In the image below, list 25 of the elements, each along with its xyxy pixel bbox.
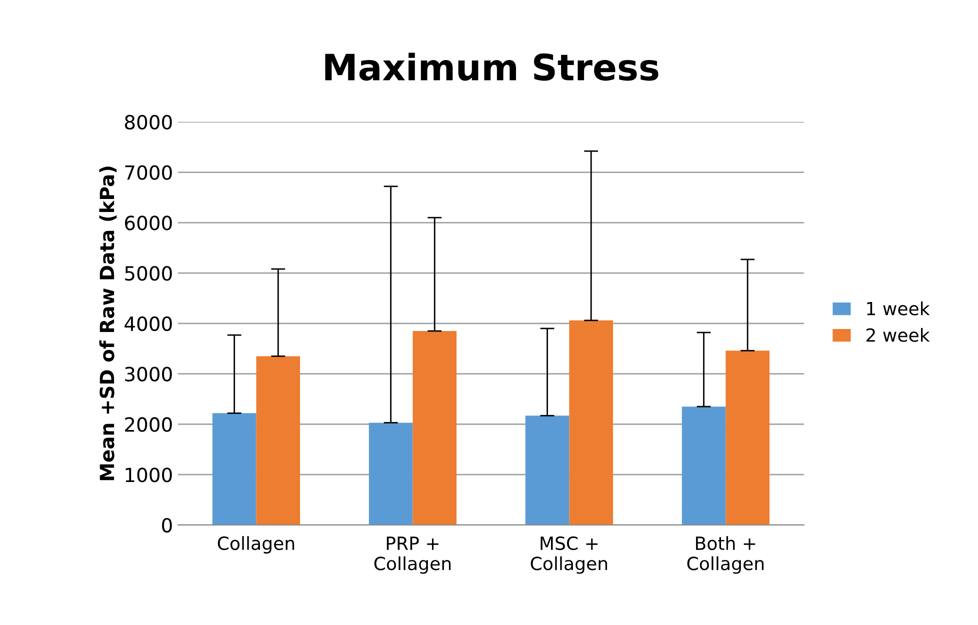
bar xyxy=(412,330,457,525)
y-tick-label: 1000 xyxy=(126,468,172,482)
y-axis-title: Mean +SD of Raw Data (kPa) xyxy=(99,166,117,480)
y-tick-label: 3000 xyxy=(125,366,172,382)
legend-label: 1 week xyxy=(867,301,930,316)
x-tick-label: Both + Collagen xyxy=(687,536,764,574)
bar xyxy=(368,422,413,525)
y-tick-label: 6000 xyxy=(125,216,172,230)
y-tick-label: 7000 xyxy=(125,165,172,180)
bar xyxy=(525,416,570,525)
bar xyxy=(682,406,726,525)
y-tick-label: 5000 xyxy=(125,266,172,281)
x-tick-label: Collagen xyxy=(218,536,294,554)
bar xyxy=(212,413,256,525)
y-tick-label: 0 xyxy=(162,518,172,533)
y-tick-label: 8000 xyxy=(124,114,172,130)
x-tick-label: MSC + Collagen xyxy=(530,536,608,574)
bar xyxy=(256,356,300,525)
y-tick-label: 2000 xyxy=(125,417,172,432)
y-tick-label: 4000 xyxy=(124,316,172,332)
chart-title: Maximum Stress xyxy=(325,52,658,81)
bar xyxy=(726,350,770,525)
bar xyxy=(569,320,614,525)
x-tick-label: PRP + Collagen xyxy=(374,536,451,574)
legend-label: 2 week xyxy=(866,328,930,342)
